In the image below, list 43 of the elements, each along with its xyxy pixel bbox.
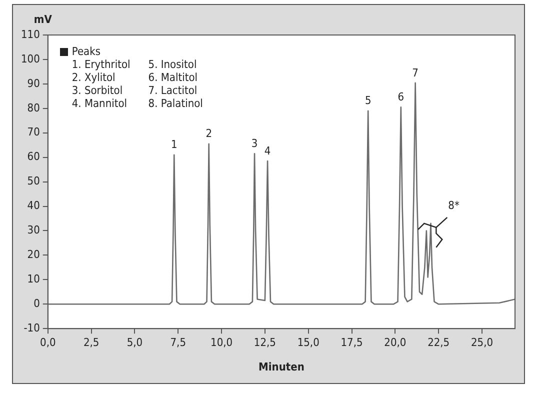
annotation: 5 — [364, 94, 372, 108]
x-tick-label: 22,5 — [428, 336, 450, 350]
annotation: 1. Erythritol — [72, 58, 130, 71]
annotation: 4 — [264, 144, 271, 158]
annotation: Peaks — [72, 45, 100, 58]
y-tick-label: 30 — [27, 224, 40, 237]
annotation: 3. Sorbitol — [72, 84, 124, 97]
annotation: 6 — [398, 90, 404, 104]
x-axis-title: Minuten — [258, 360, 304, 374]
x-tick-label: 5,0 — [126, 336, 143, 350]
x-tick-label: 10,0 — [210, 336, 233, 350]
y-tick-label: 50 — [27, 174, 40, 188]
y-tick-label: -10 — [24, 321, 40, 334]
y-tick-label: 110 — [20, 28, 40, 41]
annotation: 2. Xylitol — [72, 71, 116, 84]
y-tick-label: 70 — [27, 126, 40, 139]
y-axis-title: mV — [34, 13, 52, 26]
annotation: 2 — [206, 127, 212, 140]
x-tick-label: 0,0 — [40, 336, 56, 350]
y-tick-label: 80 — [27, 101, 40, 114]
x-tick-label: 25,0 — [470, 336, 494, 350]
annotation: 8* — [448, 198, 460, 212]
y-tick-label: 0 — [34, 296, 40, 310]
y-tick-label: 10 — [27, 272, 40, 286]
annotation: 3 — [251, 137, 258, 150]
annotation: 4. Mannitol — [72, 97, 128, 110]
annotation: 5. Inositol — [148, 58, 198, 71]
annotation: 7. Lactitol — [148, 84, 198, 97]
x-tick-label: 17,5 — [340, 336, 363, 350]
annotation: 6. Maltitol — [148, 71, 199, 84]
y-tick-label: 60 — [27, 150, 40, 164]
x-tick-label: 20,0 — [384, 336, 406, 350]
annotation: 1 — [170, 138, 178, 152]
y-tick-label: 40 — [27, 199, 40, 212]
x-tick-label: 12,5 — [254, 336, 276, 350]
annotation: 8. Palatinol — [148, 97, 203, 110]
annotation: 7 — [412, 66, 418, 80]
y-tick-label: 100 — [20, 52, 40, 66]
y-tick-label: 90 — [27, 76, 40, 90]
x-tick-label: 15,0 — [297, 336, 320, 350]
y-tick-label: 20 — [27, 248, 40, 262]
x-tick-label: 2,5 — [83, 336, 100, 350]
x-tick-label: 7,5 — [170, 336, 186, 350]
